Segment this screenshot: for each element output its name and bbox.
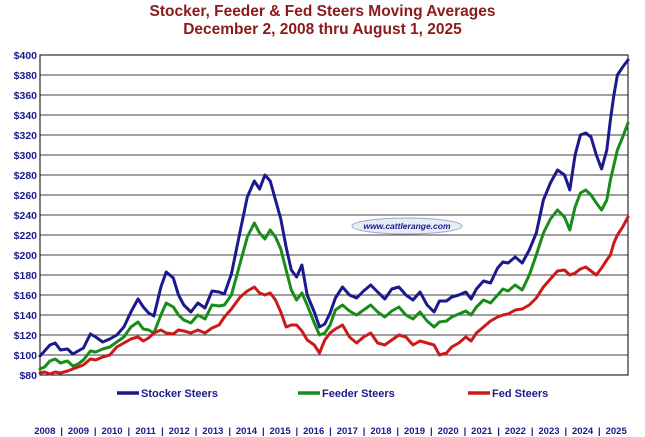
series-line-feeder-steers [38, 121, 630, 371]
y-tick-label: $120 [14, 330, 38, 342]
x-tick-label: 2022 [505, 426, 526, 437]
y-tick-label: $200 [14, 250, 38, 262]
y-tick-label: $160 [14, 290, 38, 302]
y-tick-label: $320 [14, 130, 38, 142]
x-tick-label: 2011 [135, 426, 156, 437]
x-tick-separator: | [363, 426, 366, 437]
x-tick-separator: | [598, 426, 601, 437]
x-tick-label: 2018 [370, 426, 391, 437]
y-tick-label: $220 [14, 230, 38, 242]
y-tick-label: $180 [14, 270, 38, 282]
x-tick-separator: | [127, 426, 130, 437]
x-tick-label: 2020 [438, 426, 459, 437]
x-tick-separator: | [60, 426, 63, 437]
x-tick-label: 2021 [471, 426, 493, 437]
x-tick-separator: | [329, 426, 332, 437]
x-tick-separator: | [464, 426, 467, 437]
x-tick-separator: | [94, 426, 97, 437]
y-tick-label: $380 [14, 70, 38, 82]
y-tick-label: $360 [14, 90, 38, 102]
y-axis: $80 $100 $120 $140 $160 $180 $200 $220 $240 $260 $… [14, 50, 38, 382]
watermark: www.cattlerange.com [351, 217, 463, 235]
legend-label: Feeder Steers [322, 388, 395, 400]
x-tick-label: 2012 [169, 426, 190, 437]
x-tick-separator: | [195, 426, 198, 437]
watermark-badge [351, 217, 463, 235]
legend-label: Fed Steers [492, 388, 548, 400]
y-tick-label: $400 [14, 50, 38, 62]
x-tick-label: 2010 [101, 426, 122, 437]
y-tick-label: $260 [14, 190, 38, 202]
x-tick-separator: | [396, 426, 399, 437]
y-tick-label: $300 [14, 150, 38, 162]
x-tick-label: 2017 [337, 426, 358, 437]
watermark-text: www.cattlerange.com [363, 221, 451, 231]
x-tick-separator: | [228, 426, 231, 437]
x-tick-label: 2015 [270, 426, 292, 437]
y-tick-label: $100 [14, 350, 38, 362]
x-tick-separator: | [531, 426, 534, 437]
x-tick-label: 2024 [572, 426, 594, 437]
x-tick-label: 2019 [404, 426, 425, 437]
series-line-fed-steers [38, 215, 630, 376]
x-tick-label: 2009 [68, 426, 89, 437]
x-tick-label: 2023 [538, 426, 559, 437]
y-tick-label: $340 [14, 110, 38, 122]
x-tick-separator: | [497, 426, 500, 437]
x-tick-separator: | [564, 426, 567, 437]
x-axis-labels: 2008 | 2009 | 2010 | 2011 | 2012 | 2013 | 2014 | 2015 |… [34, 426, 627, 437]
legend: Stocker Steers Feeder Steers Fed Steers [117, 388, 548, 400]
y-tick-label: $140 [14, 310, 38, 322]
y-tick-label: $280 [14, 170, 38, 182]
y-tick-label: $80 [19, 370, 37, 382]
x-tick-label: 2013 [202, 426, 223, 437]
chart-title: Stocker, Feeder & Fed Steers Moving Aver… [149, 3, 496, 20]
series-line-stocker-steers [38, 58, 630, 358]
x-tick-separator: | [296, 426, 299, 437]
series-lines [38, 58, 630, 376]
x-tick-label: 2014 [236, 426, 258, 437]
legend-label: Stocker Steers [141, 388, 218, 400]
y-tick-label: $240 [14, 210, 38, 222]
x-tick-separator: | [161, 426, 164, 437]
x-tick-separator: | [430, 426, 433, 437]
x-tick-label: 2016 [303, 426, 324, 437]
x-tick-label: 2008 [34, 426, 55, 437]
x-tick-label: 2025 [606, 426, 628, 437]
chart-subtitle: December 2, 2008 thru August 1, 2025 [183, 21, 462, 38]
x-tick-separator: | [262, 426, 265, 437]
